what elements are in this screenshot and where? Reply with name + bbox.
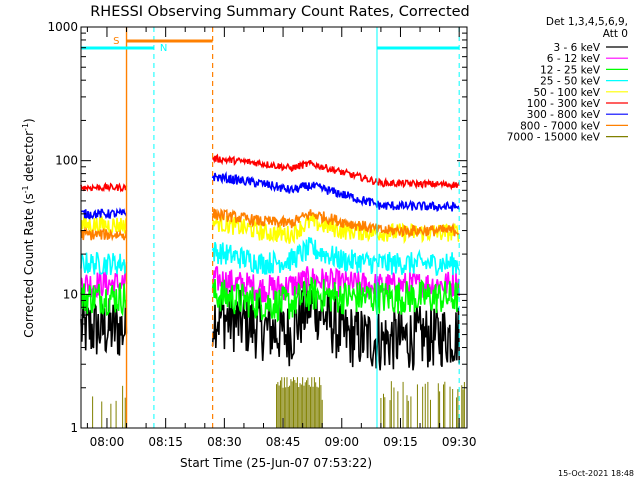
night-label: N: [160, 43, 167, 54]
legend-label: 12 - 25 keV: [540, 64, 601, 76]
series-100-300-kev-pre: [80, 181, 128, 193]
y-tick-label: 1: [70, 421, 78, 435]
x-tick-label: 09:00: [324, 435, 359, 449]
marker-layer: SN: [80, 27, 460, 428]
legend-label: 100 - 300 keV: [527, 98, 601, 110]
legend-header-attenuator: Att 0: [603, 28, 628, 40]
series-25-50-kev-pre: [80, 251, 128, 276]
x-tick-label: 08:30: [207, 435, 242, 449]
series-6-12-kev-post: [211, 265, 460, 304]
legend-label: 25 - 50 keV: [540, 76, 601, 88]
y-axis: 1 10 100 1000: [47, 20, 467, 435]
series-25-50-kev-post: [211, 236, 460, 277]
x-tick-label: 08:45: [266, 435, 301, 449]
series-300-800-kev-pre: [80, 207, 128, 220]
x-tick-label: 09:15: [383, 435, 418, 449]
legend-label: 800 - 7000 keV: [520, 120, 601, 132]
x-axis-label: Start Time (25-Jun-07 07:53:22): [180, 456, 372, 470]
y-tick-label: 10: [63, 287, 78, 301]
series-50-100-kev-pre: [80, 215, 128, 236]
series-3-6-kev-pre: [80, 296, 128, 356]
data-layer: [80, 153, 465, 428]
series-12-25-kev-pre: [80, 282, 128, 317]
x-tick-label: 08:00: [90, 435, 125, 449]
series-12-25-kev-post: [211, 276, 460, 323]
series-100-300-kev-post: [211, 153, 460, 191]
saa-label: S: [113, 36, 119, 47]
legend-label: 7000 - 15000 keV: [507, 132, 601, 144]
legend-label: 300 - 800 keV: [527, 109, 601, 121]
y-tick-label: 100: [55, 154, 78, 168]
legend-header-detectors: Det 1,3,4,5,6,9,: [546, 16, 628, 28]
series-7000-15000-kev: [92, 377, 465, 428]
x-tick-label: 09:30: [442, 435, 477, 449]
y-tick-label: 1000: [47, 20, 78, 34]
series-300-800-kev-post: [211, 170, 460, 212]
legend-label: 6 - 12 keV: [547, 53, 601, 65]
chart-title: RHESSI Observing Summary Count Rates, Co…: [90, 4, 470, 20]
series-800-7000-kev-pre: [80, 226, 128, 242]
x-tick-label: 08:15: [148, 435, 183, 449]
legend-label: 50 - 100 keV: [533, 87, 600, 99]
series-3-6-kev-post: [211, 277, 460, 371]
footer-date: 15-Oct-2021 18:48: [558, 469, 634, 478]
legend-label: 3 - 6 keV: [553, 42, 600, 54]
x-axis: 08:00 08:15 08:30 08:45 09:00 09:15 09:30: [86, 27, 477, 449]
series-800-7000-kev-post: [211, 207, 460, 239]
plot-frame: [80, 26, 468, 429]
y-axis-label: Corrected Count Rate (s-1 detector-1): [21, 118, 36, 337]
